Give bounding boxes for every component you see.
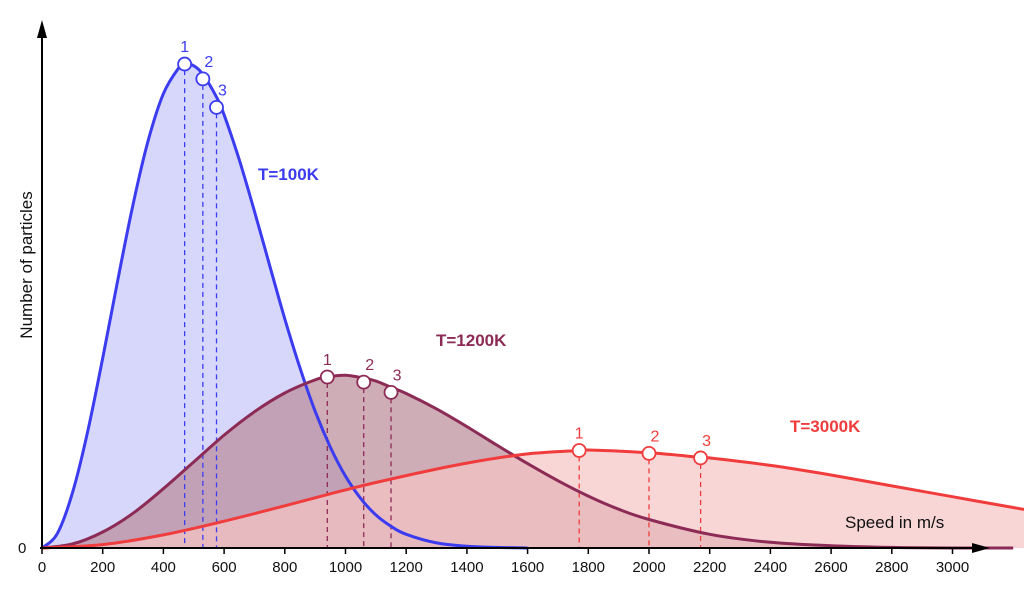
marker-label-t3000k-1: 1 <box>575 426 584 443</box>
marker-point-t3000k-2 <box>641 445 657 461</box>
marker-point-t100k-1 <box>177 56 193 72</box>
series-fills <box>42 63 1024 549</box>
area-fill-t3000k <box>42 449 1024 548</box>
marker-point-t3000k-3 <box>693 450 708 466</box>
marker-point-t100k-3 <box>209 99 224 115</box>
x-tick-label: 600 <box>212 559 237 576</box>
x-tick-label: 400 <box>151 559 176 576</box>
x-tick-label: 2800 <box>875 559 908 576</box>
x-tick-label: 800 <box>272 559 297 576</box>
series-label-t1200k: T=1200K <box>436 331 507 350</box>
area-fill-t100k <box>42 63 528 548</box>
x-tick-label: 1600 <box>511 559 544 576</box>
y-tick-label: 0 <box>18 540 26 557</box>
x-tick-label: 2000 <box>632 559 665 576</box>
x-tick-label: 1000 <box>329 559 362 576</box>
marker-point-t3000k-1 <box>571 443 587 458</box>
marker-label-t100k-2: 2 <box>204 54 213 71</box>
x-tick-label: 3000 <box>936 559 969 576</box>
y-axis-arrow <box>37 20 47 38</box>
x-ticks: 0 200 400 600 800 1000 1200 1400 1600 1800 2000 220… <box>38 548 969 576</box>
x-tick-label: 200 <box>90 559 115 576</box>
marker-label-t100k-3: 3 <box>218 82 227 99</box>
marker-label-t3000k-3: 3 <box>702 433 711 450</box>
marker-label-t3000k-2: 2 <box>651 428 660 445</box>
axes <box>37 20 990 553</box>
x-tick-label: 2400 <box>754 559 787 576</box>
x-tick-label: 2200 <box>693 559 726 576</box>
x-tick-label: 1200 <box>390 559 423 576</box>
series-line-t100k <box>40 62 528 550</box>
x-axis-label: Speed in m/s <box>845 513 944 532</box>
marker-label-t1200k-3: 3 <box>393 367 402 384</box>
marker-label-t1200k-1: 1 <box>323 352 332 369</box>
marker-point-t1200k-2 <box>356 374 372 390</box>
y-axis-label: Number of particles <box>17 191 36 338</box>
marker-point-t1200k-1 <box>319 369 335 385</box>
series-label-t3000k: T=3000K <box>790 417 861 436</box>
x-tick-label: 2600 <box>814 559 847 576</box>
x-axis-arrow <box>972 543 990 553</box>
series-label-t100k: T=100K <box>258 165 320 184</box>
x-tick-label: 1800 <box>572 559 605 576</box>
marker-label-t1200k-2: 2 <box>365 357 374 374</box>
x-tick-label: 1400 <box>450 559 483 576</box>
marker-point-t100k-2 <box>195 71 211 87</box>
marker-label-t100k-1: 1 <box>180 39 189 56</box>
marker-point-t1200k-3 <box>383 384 399 400</box>
labels: Speed in m/s Number of particles 0 T=100… <box>17 165 944 557</box>
x-tick-label: 0 <box>38 559 46 576</box>
